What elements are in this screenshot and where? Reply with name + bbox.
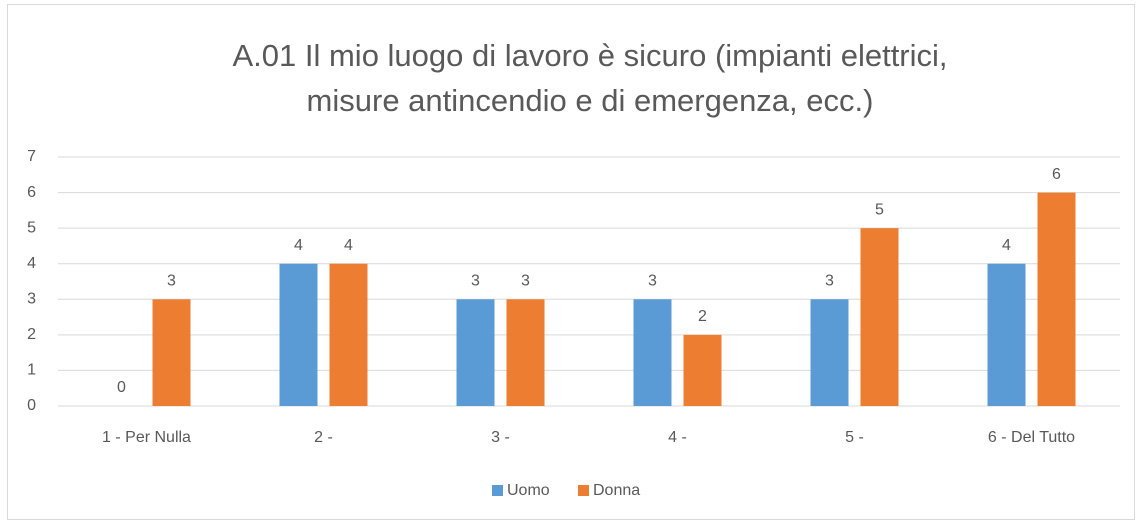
y-tick-label: 4 (27, 255, 36, 272)
chart-frame (7, 4, 1135, 520)
bar (683, 334, 722, 406)
value-label: 3 (825, 273, 834, 290)
value-label: 3 (471, 273, 480, 290)
bar (1037, 192, 1076, 406)
x-tick-label: 5 - (845, 429, 864, 446)
legend-label: Uomo (507, 482, 550, 499)
value-label: 4 (1002, 237, 1011, 254)
value-label: 4 (344, 237, 353, 254)
bar (987, 263, 1026, 406)
bar (329, 263, 368, 406)
x-tick-label: 6 - Del Tutto (988, 429, 1075, 446)
y-tick-label: 1 (27, 362, 36, 379)
value-label: 0 (117, 379, 126, 396)
bar (810, 299, 849, 406)
bar (860, 228, 899, 406)
y-tick-label: 6 (27, 184, 36, 201)
value-label: 6 (1052, 166, 1061, 183)
value-label: 3 (521, 273, 530, 290)
y-tick-label: 2 (27, 326, 36, 343)
legend-swatch (578, 485, 589, 496)
value-label: 4 (294, 237, 303, 254)
value-label: 2 (698, 308, 707, 325)
x-tick-label: 4 - (668, 429, 687, 446)
x-tick-label: 3 - (491, 429, 510, 446)
x-tick-label: 2 - (314, 429, 333, 446)
bar (456, 299, 495, 406)
value-label: 3 (167, 273, 176, 290)
value-label: 3 (648, 273, 657, 290)
x-tick-label: 1 - Per Nulla (102, 429, 191, 446)
bar (279, 263, 318, 406)
legend-swatch (492, 485, 503, 496)
chart-title: misure antincendio e di emergenza, ecc.) (307, 83, 874, 118)
chart-title: A.01 Il mio luogo di lavoro è sicuro (im… (232, 38, 947, 73)
bar (633, 299, 672, 406)
value-label: 5 (875, 201, 884, 218)
y-tick-label: 3 (27, 291, 36, 308)
y-tick-label: 7 (27, 148, 36, 165)
bar (152, 299, 191, 406)
y-tick-label: 0 (27, 397, 36, 414)
y-tick-label: 5 (27, 219, 36, 236)
legend-label: Donna (593, 482, 640, 499)
bar (506, 299, 545, 406)
